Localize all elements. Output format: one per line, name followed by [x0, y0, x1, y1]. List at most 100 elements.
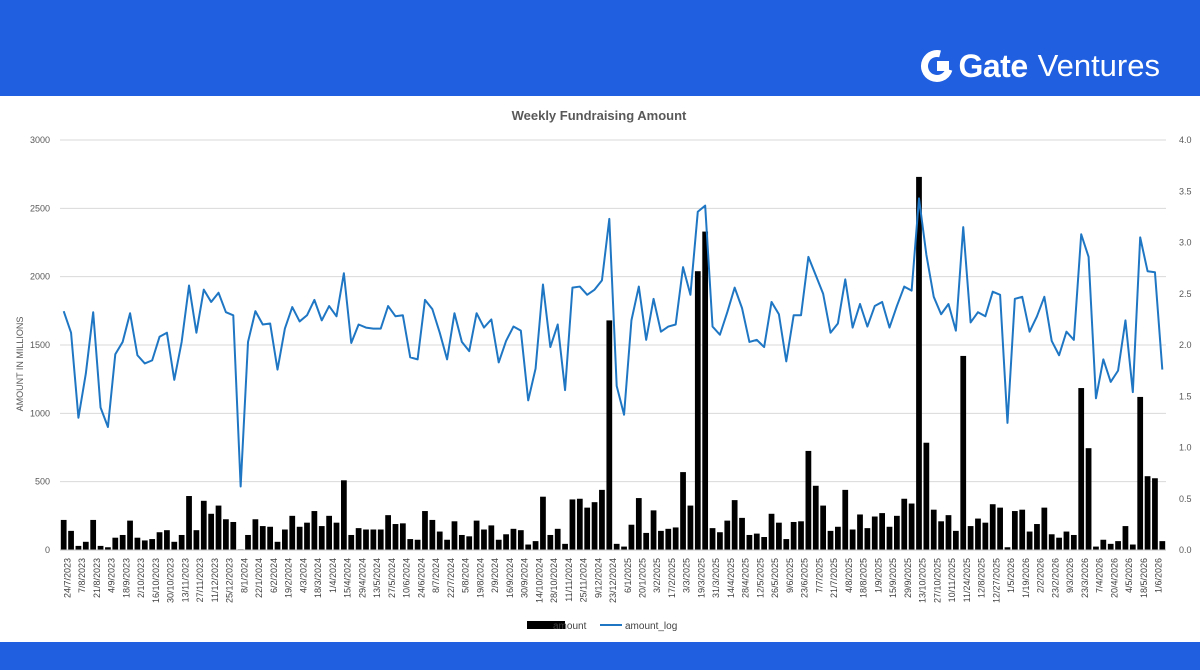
amount-bar — [385, 515, 391, 550]
chart-legend: amount amount_log — [527, 621, 677, 632]
amount-bar — [908, 503, 915, 550]
amount-bar — [886, 526, 893, 550]
amount-bar — [1063, 531, 1070, 550]
amount-bar — [458, 534, 465, 550]
amount-bar — [1004, 547, 1011, 550]
amount-bar — [97, 545, 104, 550]
header-bar: Gate Ventures — [0, 0, 1200, 96]
brand-name-bold: Gate — [958, 47, 1028, 84]
amount-bar — [200, 500, 207, 550]
amount-bar — [355, 528, 362, 550]
x-tick-label: 16/9/2024 — [505, 558, 515, 598]
amount-bar — [282, 529, 288, 550]
amount-bar — [1078, 388, 1085, 550]
x-tick-label: 10/11/2025 — [947, 558, 957, 602]
amount-bar — [399, 523, 406, 550]
amount-bar — [377, 529, 384, 550]
amount-bar — [451, 521, 458, 550]
amount-bar — [901, 498, 908, 550]
x-tick-label: 3/2/2025 — [652, 558, 662, 593]
amount-bar — [975, 518, 981, 550]
amount-bar — [709, 528, 716, 550]
amount-bar — [370, 529, 377, 550]
amount-bar — [223, 519, 229, 550]
amount-bar — [326, 515, 332, 550]
amount-bar — [1048, 534, 1055, 550]
amount-bar — [1122, 526, 1129, 550]
axes: 0 500 1000 1500 2000 2500 3000 0.0 0.5 1.0 1.5 2.0 2… — [30, 135, 1192, 603]
amount-bar — [304, 522, 310, 550]
amount-bar — [90, 519, 97, 550]
amount-bar — [960, 355, 967, 550]
amount-bar — [776, 522, 782, 550]
amount-bar — [215, 505, 222, 550]
x-tick-label: 23/6/2025 — [800, 558, 810, 598]
x-tick-label: 15/4/2024 — [343, 558, 353, 598]
amount-bar — [717, 532, 723, 550]
amount-bar — [945, 515, 952, 550]
x-tick-label: 6/2/2024 — [269, 558, 279, 593]
amount-bar — [1034, 524, 1040, 550]
amount-bar — [318, 526, 325, 550]
amount-bar — [613, 543, 620, 550]
x-tick-label: 19/8/2024 — [475, 558, 485, 598]
amount-bar — [923, 442, 930, 550]
amount-bar — [252, 519, 259, 550]
amount-bar — [680, 472, 686, 550]
amount-bar — [1056, 537, 1062, 550]
amount-bar — [171, 541, 178, 550]
y2-tick-label: 0.5 — [1179, 494, 1192, 504]
x-tick-label: 13/11/2023 — [180, 558, 190, 602]
amount-bar — [672, 527, 679, 550]
amount-bar — [495, 539, 502, 550]
x-tick-label: 24/6/2024 — [416, 558, 426, 598]
x-tick-label: 18/3/2024 — [313, 558, 323, 598]
x-tick-label: 27/11/2023 — [195, 558, 205, 602]
y-tick-label: 1000 — [30, 408, 50, 418]
amount-bar — [606, 320, 613, 550]
amount-bar — [805, 450, 812, 550]
y-tick-label: 3000 — [30, 135, 50, 145]
amount-bar — [68, 530, 74, 550]
x-tick-label: 16/10/2023 — [151, 558, 161, 603]
amount-bar — [259, 526, 266, 550]
y2-tick-label: 3.0 — [1179, 238, 1192, 248]
x-tick-label: 18/9/2023 — [121, 558, 131, 598]
x-tick-label: 1/19/2026 — [1021, 558, 1031, 598]
x-tick-label: 7/4/2026 — [1095, 558, 1105, 593]
amount-bar — [392, 524, 399, 550]
amount-bar — [1019, 509, 1026, 550]
amount-bar — [938, 521, 944, 550]
amount-bar — [473, 520, 480, 550]
amount-bar — [857, 514, 863, 550]
x-tick-label: 18/5/2026 — [1139, 558, 1149, 598]
x-tick-label: 4/9/2023 — [107, 558, 117, 593]
x-tick-label: 30/10/2023 — [166, 558, 176, 603]
amount-bar — [127, 520, 133, 550]
amount-bar — [952, 530, 959, 550]
amount-bar — [525, 544, 532, 550]
x-tick-label: 8/1/2024 — [239, 558, 249, 593]
amount-bar — [296, 526, 303, 550]
y2-tick-label: 1.0 — [1179, 443, 1192, 453]
x-tick-label: 2/2/2026 — [1036, 558, 1046, 593]
amount-bar — [134, 537, 141, 550]
amount-bar — [208, 513, 215, 550]
amount-bar — [798, 521, 804, 550]
amount-bar — [414, 539, 421, 550]
amount-bar — [783, 539, 790, 550]
x-tick-label: 4/8/2025 — [844, 558, 854, 593]
x-tick-label: 26/5/2025 — [770, 558, 780, 598]
x-tick-label: 23/12/2024 — [608, 558, 618, 603]
footer-bar — [0, 642, 1200, 670]
amount-bar — [532, 541, 539, 550]
y2-tick-label: 3.5 — [1179, 186, 1192, 196]
y2-tick-label: 2.0 — [1179, 340, 1192, 350]
gate-logo-icon — [921, 50, 954, 82]
amount-bar — [230, 521, 237, 550]
weekly-fundraising-chart: Weekly Fundraising Amount AMOUNT IN MILL… — [15, 108, 1192, 632]
y2-tick-label: 0.0 — [1179, 545, 1192, 555]
amount-bar — [1085, 448, 1092, 550]
x-tick-label: 3/3/2025 — [682, 558, 692, 593]
amount-bar — [407, 539, 414, 550]
